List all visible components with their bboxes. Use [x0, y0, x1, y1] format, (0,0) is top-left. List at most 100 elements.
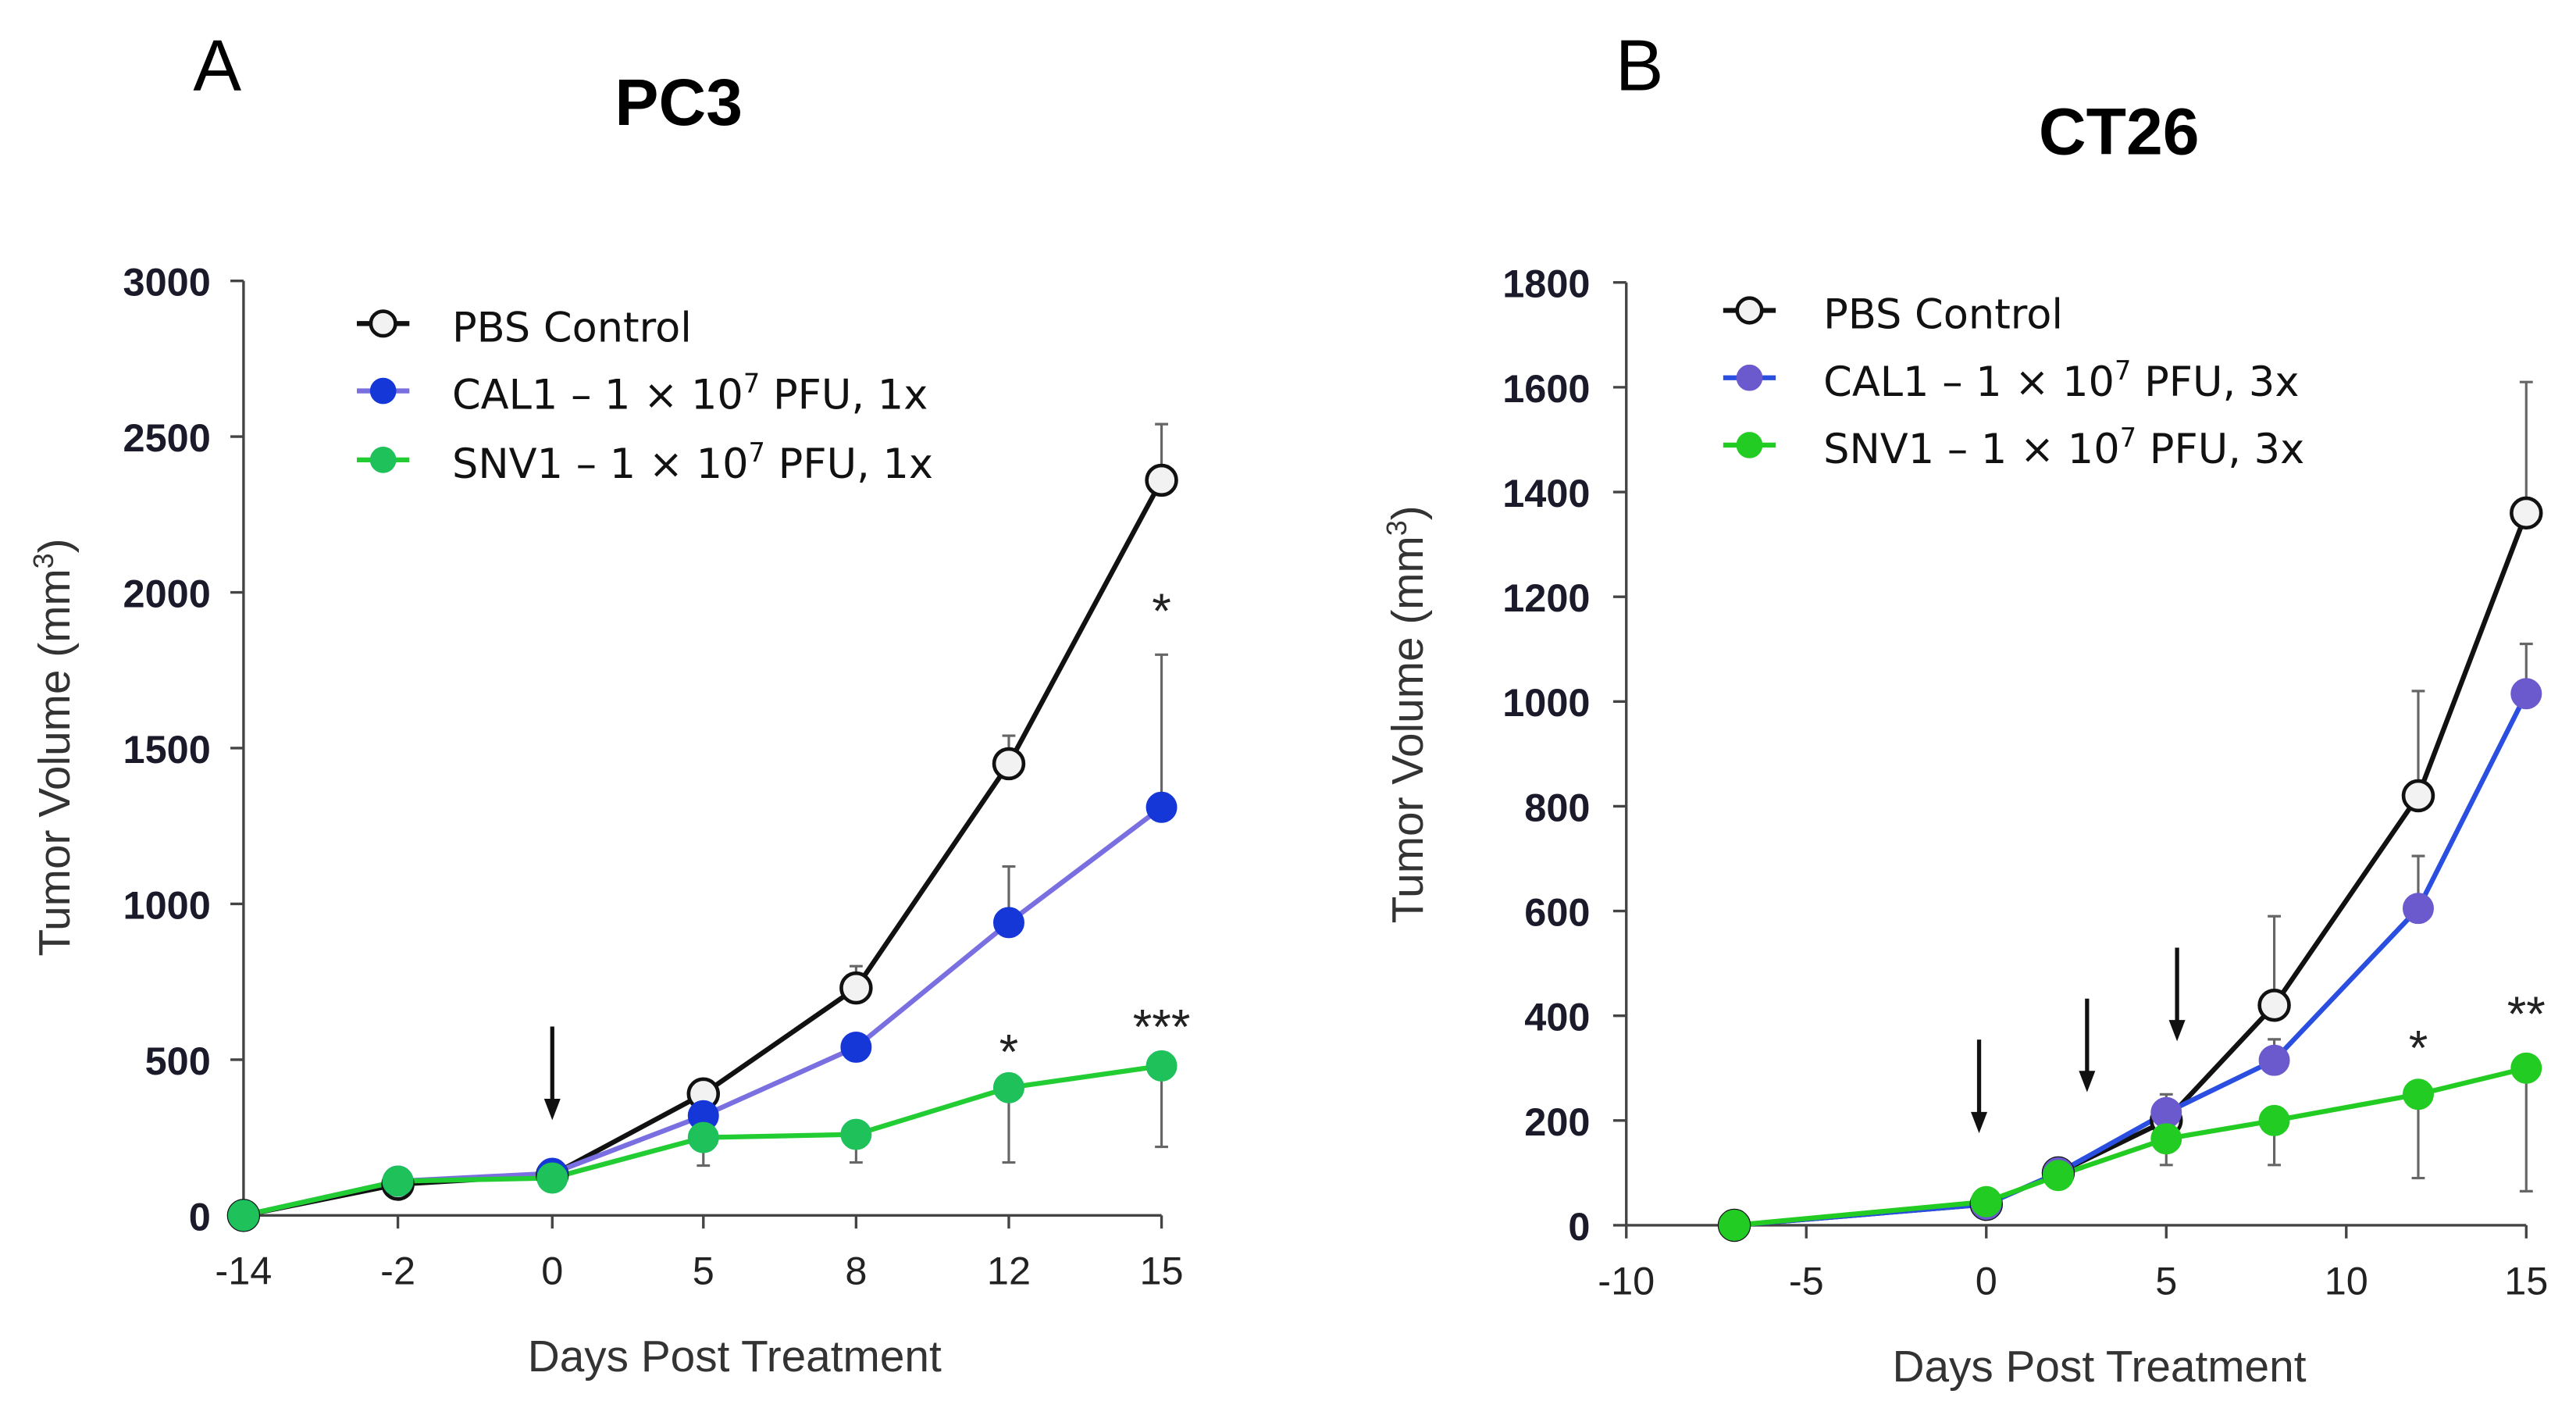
x-tick-label: 5: [693, 1249, 714, 1293]
data-point-1: [2510, 678, 2542, 710]
legend-marker: [369, 309, 397, 338]
chart-title: CT26: [2039, 95, 2200, 169]
legend-label-end: PFU, 3x: [2136, 426, 2304, 473]
legend-marker: [369, 377, 397, 405]
significance-annotation: **: [2507, 987, 2546, 1042]
y-tick-label: 500: [145, 1039, 211, 1083]
y-tick-label: 600: [1524, 889, 1590, 934]
data-point-2: [536, 1162, 568, 1194]
y-tick-label: 0: [1568, 1204, 1590, 1249]
data-point-2: [2403, 1078, 2434, 1110]
data-point-0: [839, 971, 873, 1005]
x-tick-label: 5: [2155, 1258, 2177, 1303]
data-point-0: [2257, 989, 2291, 1022]
x-tick-label: -5: [1789, 1258, 1824, 1303]
series-line-1: [1733, 692, 2529, 1228]
legend-label: SNV1 – 1 × 107 PFU, 1x: [452, 437, 933, 488]
x-tick-label: 0: [541, 1249, 563, 1293]
legend-label: CAL1 – 1 × 107 PFU, 3x: [1823, 355, 2299, 406]
legend-label-superscript: 7: [2115, 355, 2131, 386]
data-point-2: [1970, 1185, 2002, 1217]
data-point-2: [2258, 1104, 2290, 1136]
data-point-1: [840, 1031, 872, 1063]
treatment-arrow-head: [2079, 1071, 2096, 1093]
panel-B: B CT26 0 200 400 600 800 1000 1200 1400 1600 1800 -1…: [1381, 25, 2548, 1392]
x-tick-label: 15: [2504, 1258, 2548, 1303]
significance-annotation: ***: [1133, 1000, 1191, 1054]
x-tick-label: 12: [987, 1249, 1031, 1293]
series-line-0: [1733, 512, 2529, 1228]
data-point-1: [1145, 791, 1178, 823]
panel-label: A: [193, 25, 241, 106]
chart-title: PC3: [615, 66, 743, 139]
y-axis-label-main: Tumor Volume (mm: [30, 569, 80, 956]
legend-label: PBS Control: [452, 304, 692, 351]
treatment-arrow-head: [1971, 1111, 1988, 1134]
y-tick-label: 3000: [123, 260, 211, 305]
legend-label: CAL1 – 1 × 107 PFU, 1x: [452, 369, 928, 419]
significance-annotation: *: [2409, 1021, 2428, 1076]
x-axis-label: Days Post Treatment: [528, 1332, 942, 1381]
legend-label-main: PBS Control: [452, 304, 692, 351]
legend-label-superscript: 7: [2120, 422, 2136, 453]
treatment-arrow-head: [2168, 1020, 2186, 1042]
data-point-2: [2042, 1160, 2074, 1192]
data-point-2: [992, 1071, 1024, 1103]
data-point-1: [992, 907, 1024, 939]
significance-annotation: *: [1152, 584, 1171, 639]
x-tick-label: 15: [1139, 1249, 1183, 1293]
y-axis-label: Tumor Volume (mm3): [1381, 505, 1433, 923]
y-tick-label: 400: [1524, 995, 1590, 1039]
x-tick-label: -2: [380, 1249, 415, 1293]
treatment-arrow-head: [543, 1099, 561, 1121]
legend-label: SNV1 – 1 × 107 PFU, 3x: [1823, 422, 2304, 473]
y-tick-label: 1000: [123, 882, 211, 927]
legend-marker: [1735, 296, 1764, 325]
legend-label-main: CAL1 – 1 × 10: [1823, 358, 2115, 406]
y-axis-label: Tumor Volume (mm3): [28, 538, 80, 956]
legend-label-end: PFU, 1x: [765, 440, 933, 488]
y-tick-label: 1600: [1502, 366, 1590, 411]
data-point-0: [2510, 496, 2543, 530]
data-point-2: [227, 1200, 259, 1232]
panel-label: B: [1616, 25, 1664, 106]
legend-label-end: PFU, 3x: [2131, 358, 2299, 406]
data-point-2: [2510, 1052, 2542, 1084]
data-point-2: [382, 1165, 414, 1197]
data-point-1: [2258, 1044, 2290, 1076]
y-tick-label: 1200: [1502, 576, 1590, 620]
legend-label-superscript: 7: [743, 369, 760, 399]
legend-marker: [369, 447, 397, 473]
y-tick-label: 2500: [123, 415, 211, 460]
legend-label-superscript: 7: [749, 437, 765, 468]
legend-label: PBS Control: [1823, 291, 2063, 339]
legend-label-main: PBS Control: [1823, 291, 2063, 339]
y-axis-label-end: ): [30, 538, 80, 553]
data-point-2: [1719, 1209, 1751, 1241]
panel-A: A PC3 0 500 1000 1500 2000 2500 3000 -14 -2 0 5 8 12 15…: [28, 25, 1190, 1381]
legend-marker: [1736, 364, 1763, 391]
x-axis-label: Days Post Treatment: [1892, 1342, 2306, 1392]
y-tick-label: 800: [1524, 785, 1590, 829]
data-point-2: [687, 1121, 719, 1153]
y-tick-label: 1500: [123, 727, 211, 772]
y-tick-label: 200: [1524, 1100, 1590, 1144]
y-tick-label: 0: [189, 1194, 211, 1239]
legend-marker: [1736, 432, 1763, 458]
data-point-1: [2403, 893, 2434, 925]
x-tick-label: 10: [2325, 1258, 2368, 1303]
x-tick-label: -14: [215, 1249, 272, 1293]
data-point-0: [2401, 779, 2435, 813]
significance-annotation: *: [999, 1025, 1019, 1079]
legend-label-end: PFU, 1x: [760, 372, 928, 419]
y-tick-label: 2000: [123, 571, 211, 615]
x-tick-label: 8: [845, 1249, 867, 1293]
legend-label-main: SNV1 – 1 × 10: [1823, 426, 2120, 473]
y-axis-label-main: Tumor Volume (mm: [1384, 536, 1433, 923]
data-point-2: [1145, 1050, 1178, 1082]
y-axis-label-superscript: 3: [28, 553, 59, 569]
x-tick-label: -10: [1598, 1258, 1655, 1303]
data-point-2: [840, 1118, 872, 1150]
y-tick-label: 1800: [1502, 262, 1590, 306]
